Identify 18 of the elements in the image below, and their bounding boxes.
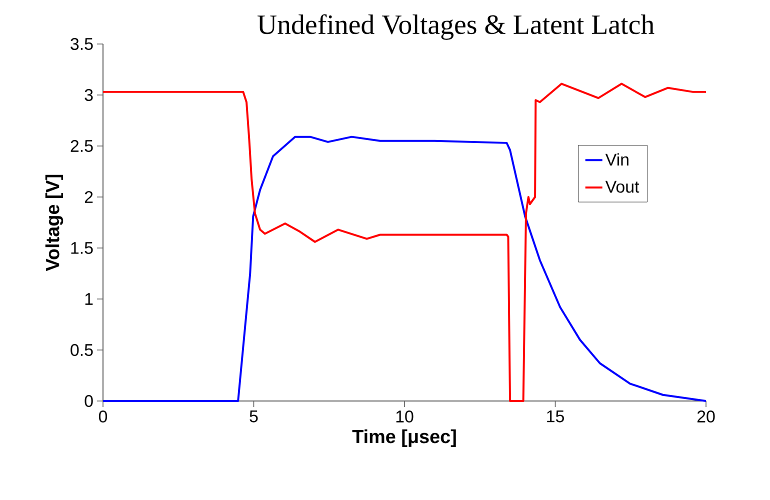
y-tick-label: 3.5 xyxy=(70,38,93,50)
x-tick-label: 10 xyxy=(396,410,414,422)
y-tick-label: 1.5 xyxy=(71,242,93,254)
chart-title: Undefined Voltages & Latent Latch xyxy=(258,14,654,40)
legend-label: Vin xyxy=(605,153,628,166)
y-tick-label: 1 xyxy=(85,293,93,305)
x-axis-title: Time [μsec] xyxy=(352,429,456,447)
x-tick-label: 20 xyxy=(697,410,715,422)
y-tick-label: 0 xyxy=(84,395,93,407)
y-axis-title: Voltage [V] xyxy=(45,174,64,272)
y-tick-label: 2 xyxy=(84,191,93,203)
x-tick-label: 5 xyxy=(250,410,258,422)
x-tick-label: 0 xyxy=(98,410,108,422)
y-tick-label: 0.5 xyxy=(70,344,93,356)
y-tick-label: 2.5 xyxy=(70,140,93,152)
legend-label: Vout xyxy=(605,180,640,193)
x-tick-label: 15 xyxy=(547,410,564,422)
y-tick-label: 3 xyxy=(84,89,93,101)
